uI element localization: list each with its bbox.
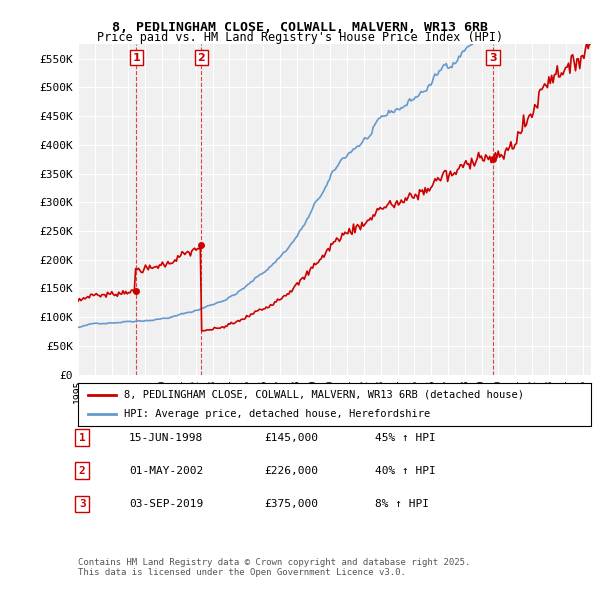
Text: Price paid vs. HM Land Registry's House Price Index (HPI): Price paid vs. HM Land Registry's House …	[97, 31, 503, 44]
Text: 15-JUN-1998: 15-JUN-1998	[129, 433, 203, 442]
Text: 8, PEDLINGHAM CLOSE, COLWALL, MALVERN, WR13 6RB (detached house): 8, PEDLINGHAM CLOSE, COLWALL, MALVERN, W…	[124, 389, 524, 399]
Text: 8, PEDLINGHAM CLOSE, COLWALL, MALVERN, WR13 6RB: 8, PEDLINGHAM CLOSE, COLWALL, MALVERN, W…	[112, 21, 488, 34]
Text: 40% ↑ HPI: 40% ↑ HPI	[375, 466, 436, 476]
Text: £375,000: £375,000	[264, 499, 318, 509]
Text: £145,000: £145,000	[264, 433, 318, 442]
Text: 1: 1	[132, 53, 140, 63]
Text: 01-MAY-2002: 01-MAY-2002	[129, 466, 203, 476]
Text: 45% ↑ HPI: 45% ↑ HPI	[375, 433, 436, 442]
Text: 3: 3	[489, 53, 497, 63]
Text: 2: 2	[79, 466, 86, 476]
Text: Contains HM Land Registry data © Crown copyright and database right 2025.
This d: Contains HM Land Registry data © Crown c…	[78, 558, 470, 577]
Text: 3: 3	[79, 499, 86, 509]
Text: 1: 1	[79, 433, 86, 442]
Text: HPI: Average price, detached house, Herefordshire: HPI: Average price, detached house, Here…	[124, 409, 430, 419]
Text: 03-SEP-2019: 03-SEP-2019	[129, 499, 203, 509]
Text: £226,000: £226,000	[264, 466, 318, 476]
Text: 2: 2	[197, 53, 205, 63]
Text: 8% ↑ HPI: 8% ↑ HPI	[375, 499, 429, 509]
